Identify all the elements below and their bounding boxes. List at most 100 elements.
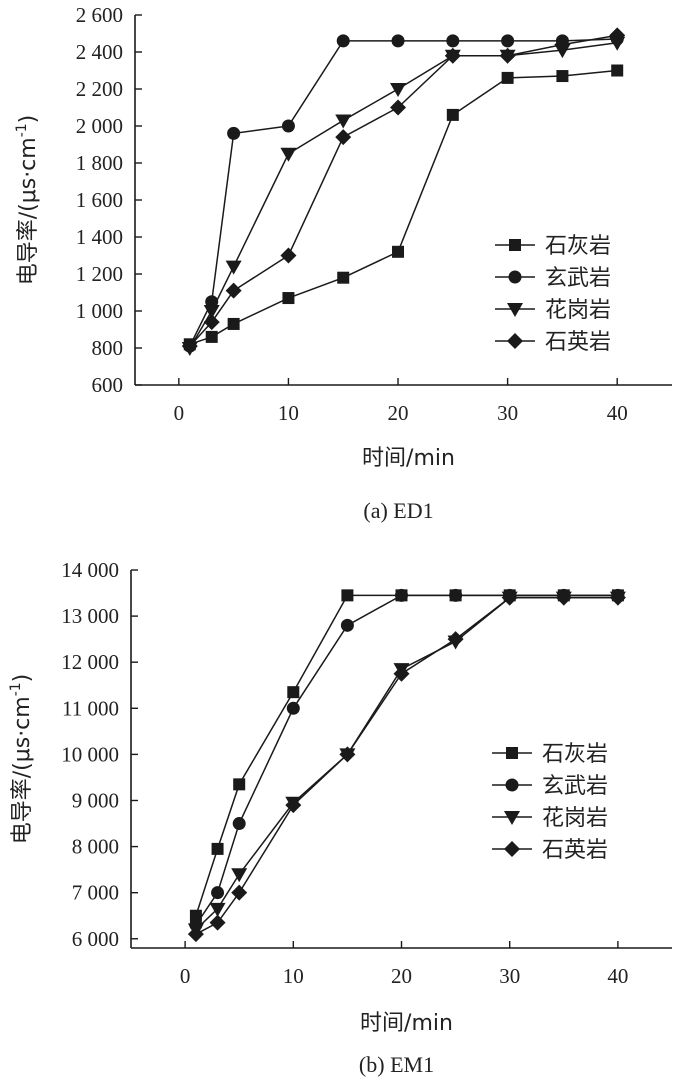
legend-marker-limestone xyxy=(509,239,521,251)
legend-marker-granite xyxy=(507,303,523,317)
series-line-granite xyxy=(189,42,618,349)
data-point-limestone xyxy=(205,330,218,343)
y-tick-label: 7 000 xyxy=(72,881,119,905)
x-tick-label: 20 xyxy=(391,964,412,988)
data-point-quartzite xyxy=(393,665,410,682)
data-point-limestone xyxy=(556,70,569,83)
data-point-quartzite xyxy=(203,314,220,331)
data-point-limestone xyxy=(392,245,405,258)
data-point-quartzite xyxy=(231,884,248,901)
chart-panel-b: 6 000 7 000 8 000 9 000 10 000 11 000 12 000 13… xyxy=(8,558,672,1077)
data-point-quartzite xyxy=(609,27,626,44)
y-tick-label: 8 000 xyxy=(72,835,119,859)
legend-label-limestone: 石灰岩 xyxy=(542,742,608,767)
data-point-basalt xyxy=(340,618,354,632)
data-point-limestone xyxy=(282,292,295,305)
data-point-basalt xyxy=(395,588,408,602)
y-tick-label: 10 000 xyxy=(61,742,119,766)
y-tick-label: 2 200 xyxy=(76,77,123,101)
data-point-quartzite xyxy=(609,589,626,606)
y-axis-title: 电导率/(μs·cm-1) xyxy=(8,674,35,845)
data-point-basalt xyxy=(227,126,241,140)
data-point-quartzite xyxy=(554,36,571,53)
legend-label-granite: 花岗岩 xyxy=(545,298,611,323)
legend-marker-basalt xyxy=(508,270,522,284)
y-tick-label: 6 000 xyxy=(72,927,119,951)
y-tick-label: 2 000 xyxy=(76,114,123,138)
series-line-basalt xyxy=(195,594,618,926)
series-line-basalt xyxy=(189,38,618,347)
data-point-basalt xyxy=(286,701,300,715)
data-point-granite xyxy=(390,83,407,97)
data-point-granite xyxy=(609,36,626,51)
x-tick-label: 0 xyxy=(174,401,185,425)
data-point-limestone xyxy=(501,71,514,84)
series-quartzite xyxy=(181,27,626,355)
legend-marker-limestone xyxy=(506,747,518,759)
y-tick-label: 1 800 xyxy=(76,151,123,175)
legend-marker-quartzite xyxy=(507,333,523,349)
data-point-granite xyxy=(335,114,352,129)
legend-marker-quartzite xyxy=(504,841,520,857)
y-tick-label: 1 400 xyxy=(76,225,123,249)
series-line-quartzite xyxy=(195,596,618,935)
series-quartzite xyxy=(187,589,626,943)
data-point-limestone xyxy=(611,64,624,77)
panel-caption: (b) EM1 xyxy=(359,1052,434,1077)
x-tick-label: 30 xyxy=(497,401,518,425)
y-axis-title-close: ) xyxy=(10,674,35,683)
x-tick-label: 10 xyxy=(283,964,304,988)
x-axis-title: 时间/min xyxy=(360,1011,453,1036)
y-tick-label: 1 200 xyxy=(76,262,123,286)
data-point-quartzite xyxy=(187,926,204,943)
data-point-limestone xyxy=(337,271,350,284)
data-point-limestone xyxy=(233,778,246,791)
data-point-basalt xyxy=(446,34,460,48)
chart-panel-a: 600 800 1 000 1 200 1 400 1 600 1 800 2 000 2 20… xyxy=(14,3,672,523)
data-point-quartzite xyxy=(181,338,198,355)
data-point-quartzite xyxy=(209,914,226,931)
data-point-granite xyxy=(231,868,248,883)
y-axis-title-main: 电导率/(μs·cm xyxy=(16,137,41,285)
data-point-granite xyxy=(209,902,226,917)
data-point-quartzite xyxy=(447,631,464,648)
data-point-limestone xyxy=(211,842,224,855)
legend-marker-basalt xyxy=(505,778,519,792)
y-axis-title-main: 电导率/(μs·cm xyxy=(10,696,35,844)
legend-label-quartzite: 石英岩 xyxy=(542,838,608,863)
x-tick-label: 40 xyxy=(607,401,628,425)
data-point-granite xyxy=(203,305,220,319)
data-point-limestone xyxy=(446,108,459,121)
data-point-limestone xyxy=(287,686,300,699)
data-point-limestone xyxy=(341,589,354,602)
data-point-quartzite xyxy=(555,589,572,606)
y-tick-label: 1 600 xyxy=(76,188,123,212)
legend-marker-granite xyxy=(504,811,520,825)
data-point-basalt xyxy=(391,34,405,48)
legend-label-quartzite: 石英岩 xyxy=(545,330,611,355)
data-point-quartzite xyxy=(390,99,407,116)
legend-label-basalt: 玄武岩 xyxy=(542,774,608,799)
data-point-quartzite xyxy=(444,47,461,64)
y-tick-label: 2 400 xyxy=(76,40,123,64)
series-line-limestone xyxy=(189,69,618,346)
data-point-basalt xyxy=(211,886,225,900)
series-line-quartzite xyxy=(189,34,618,347)
y-tick-label: 9 000 xyxy=(72,788,119,812)
data-point-quartzite xyxy=(339,746,356,763)
y-tick-label: 11 000 xyxy=(62,696,119,720)
data-point-quartzite xyxy=(499,47,516,64)
x-tick-label: 20 xyxy=(388,401,409,425)
legend-label-granite: 花岗岩 xyxy=(542,806,608,831)
y-tick-label: 14 000 xyxy=(61,558,119,582)
data-point-granite xyxy=(225,260,242,275)
x-tick-label: 0 xyxy=(180,964,191,988)
y-axis-title: 电导率/(μs·cm-1) xyxy=(14,115,41,286)
data-point-quartzite xyxy=(225,282,242,299)
y-tick-label: 800 xyxy=(92,336,124,360)
data-point-limestone xyxy=(189,909,202,922)
x-axis-title: 时间/min xyxy=(362,446,455,471)
